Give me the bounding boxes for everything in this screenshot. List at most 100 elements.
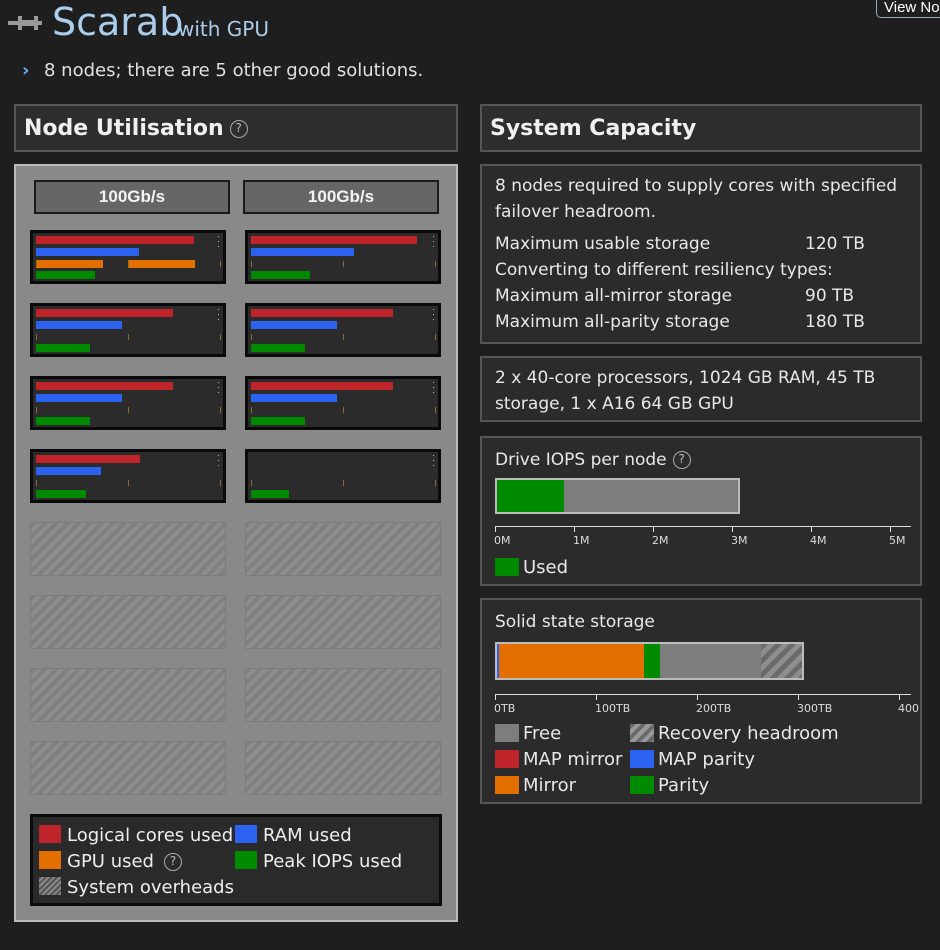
iops-bar bbox=[36, 490, 87, 498]
free-swatch bbox=[495, 724, 519, 742]
node-card[interactable]: · · · bbox=[30, 303, 226, 357]
iops-bar bbox=[251, 344, 305, 352]
axis-tick bbox=[596, 694, 597, 700]
more-icon: · · · bbox=[432, 377, 435, 397]
help-icon[interactable]: ? bbox=[229, 120, 248, 138]
node-card[interactable]: · · · bbox=[245, 230, 441, 284]
legend-gpu: GPU used? bbox=[67, 851, 182, 872]
legend-free: Free bbox=[523, 723, 562, 744]
axis-tick-label: 0M bbox=[494, 534, 511, 547]
axis-tick bbox=[890, 526, 891, 532]
axis-tick-label: 5M bbox=[889, 534, 906, 547]
axis-tick-label: 300TB bbox=[797, 702, 833, 715]
iops-bar bbox=[251, 417, 305, 425]
iops-used-fill bbox=[497, 480, 565, 512]
legend-overheads: System overheads bbox=[67, 877, 234, 898]
ram-bar bbox=[251, 394, 338, 402]
slot-tick bbox=[343, 334, 344, 340]
capacity-row-label: Maximum all-mirror storage bbox=[495, 286, 733, 306]
more-icon: · · · bbox=[432, 304, 435, 324]
help-icon[interactable]: ? bbox=[672, 451, 691, 469]
ssd-parity-fill bbox=[644, 644, 660, 678]
slot-tick bbox=[128, 407, 129, 413]
axis-tick bbox=[697, 694, 698, 700]
capacity-summary-line2: failover headroom. bbox=[495, 202, 656, 222]
overheads-swatch bbox=[39, 877, 61, 895]
more-icon: · · · bbox=[217, 231, 220, 251]
node-card[interactable]: · · · bbox=[245, 449, 441, 503]
help-icon[interactable]: ? bbox=[164, 853, 182, 871]
network-link-1: 100Gb/s bbox=[34, 180, 230, 214]
slot-tick bbox=[251, 407, 252, 413]
node-card[interactable]: · · · bbox=[30, 230, 226, 284]
slot-tick bbox=[36, 480, 37, 486]
empty-node-slot bbox=[30, 522, 226, 576]
axis-tick bbox=[811, 526, 812, 532]
ssd-headroom-fill bbox=[760, 644, 803, 678]
axis-tick bbox=[732, 526, 733, 532]
empty-node-slot bbox=[30, 595, 226, 649]
solutions-summary[interactable]: › 8 nodes; there are 5 other good solutio… bbox=[22, 60, 423, 81]
cores-bar bbox=[251, 382, 394, 390]
node-utilisation-title: Node Utilisation bbox=[24, 116, 224, 141]
ssd-bar bbox=[495, 642, 805, 680]
more-icon: · · · bbox=[432, 450, 435, 470]
node-card[interactable]: · · · bbox=[245, 303, 441, 357]
slot-tick bbox=[220, 261, 221, 267]
node-legend: Logical cores used RAM used GPU used? Pe… bbox=[30, 814, 442, 906]
axis-tick bbox=[495, 526, 496, 532]
legend-ram: RAM used bbox=[263, 825, 352, 846]
drive-iops-title: Drive IOPS per node? bbox=[495, 450, 691, 470]
axis-tick-label: 1M bbox=[573, 534, 590, 547]
slot-tick bbox=[435, 407, 436, 413]
mirror-swatch bbox=[495, 776, 519, 794]
axis-tick-label: 100TB bbox=[595, 702, 631, 715]
slot-tick bbox=[36, 334, 37, 340]
axis-tick-label: 4M bbox=[810, 534, 827, 547]
slot-tick bbox=[128, 480, 129, 486]
ram-bar bbox=[36, 321, 123, 329]
axis-tick bbox=[653, 526, 654, 532]
iops-bar bbox=[36, 344, 90, 352]
more-icon: · · · bbox=[217, 450, 220, 470]
slot-tick bbox=[435, 480, 436, 486]
legend-gpu-label: GPU used bbox=[67, 851, 154, 872]
empty-node-slot bbox=[245, 522, 441, 576]
rack-icon bbox=[8, 16, 42, 30]
slot-tick bbox=[36, 407, 37, 413]
node-card[interactable]: · · · bbox=[30, 376, 226, 430]
node-card[interactable]: · · · bbox=[30, 449, 226, 503]
legend-mirror: Mirror bbox=[523, 775, 577, 796]
cores-bar bbox=[36, 382, 173, 390]
slot-tick bbox=[36, 261, 37, 267]
cores-bar bbox=[251, 309, 394, 317]
cores-bar bbox=[36, 236, 195, 244]
axis-tick-label: 3M bbox=[731, 534, 748, 547]
ram-swatch bbox=[235, 825, 257, 843]
view-button[interactable]: View No bbox=[876, 0, 940, 18]
gpu-bar bbox=[36, 260, 103, 268]
cores-bar bbox=[36, 309, 173, 317]
iops-swatch bbox=[235, 851, 257, 869]
chevron-right-icon[interactable]: › bbox=[22, 60, 30, 81]
legend-map-parity: MAP parity bbox=[658, 749, 755, 770]
empty-node-slot bbox=[245, 595, 441, 649]
legend-used: Used bbox=[523, 557, 569, 578]
slot-tick bbox=[251, 480, 252, 486]
solid-state-storage-box: Solid state storage 0TB 100TB 200TB 300TB 40… bbox=[480, 598, 922, 804]
more-icon: · · · bbox=[217, 377, 220, 397]
ssd-title: Solid state storage bbox=[495, 612, 655, 632]
legend-iops: Peak IOPS used bbox=[263, 851, 403, 872]
empty-node-slot bbox=[245, 741, 441, 795]
node-card[interactable]: · · · bbox=[245, 376, 441, 430]
capacity-row-label: Maximum usable storage bbox=[495, 234, 711, 254]
system-capacity-heading: System Capacity bbox=[480, 104, 922, 152]
node-spec-line1: 2 x 40-core processors, 1024 GB RAM, 45 … bbox=[495, 368, 876, 388]
page-subtitle: with GPU bbox=[178, 17, 269, 41]
drive-iops-box: Drive IOPS per node? 0M 1M 2M 3M 4M 5M Used bbox=[480, 436, 922, 586]
iops-bar bbox=[36, 271, 96, 279]
empty-node-slot bbox=[30, 741, 226, 795]
ram-bar bbox=[36, 394, 123, 402]
ssd-mirror-fill bbox=[497, 644, 645, 678]
legend-map-mirror: MAP mirror bbox=[523, 749, 623, 770]
